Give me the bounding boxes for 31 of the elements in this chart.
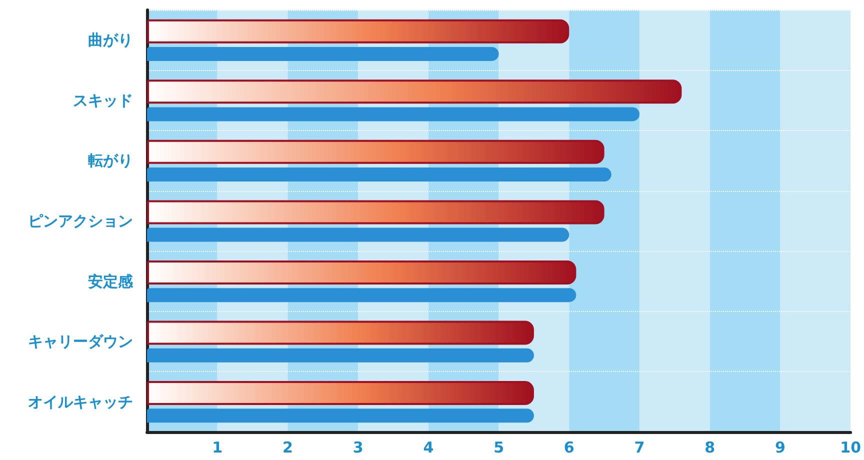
y-tick-label: オイルキャッチ bbox=[28, 392, 133, 411]
bar bbox=[147, 107, 640, 122]
x-tick-label: 4 bbox=[423, 438, 434, 456]
x-tick-label: 3 bbox=[352, 438, 364, 456]
bar bbox=[147, 408, 534, 423]
y-tick-label: キャリーダウン bbox=[28, 332, 133, 351]
y-tick-label: 曲がり bbox=[88, 31, 133, 50]
x-tick-label: 9 bbox=[774, 438, 786, 456]
y-tick-label: 転がり bbox=[88, 152, 133, 170]
y-tick-label: スキッド bbox=[73, 91, 133, 110]
bar bbox=[147, 200, 604, 224]
bar bbox=[147, 228, 570, 242]
x-tick-label: 6 bbox=[564, 438, 574, 456]
x-tick-label: 8 bbox=[704, 438, 716, 456]
x-tick-label: 7 bbox=[634, 438, 645, 456]
bar bbox=[147, 260, 576, 284]
bar bbox=[147, 46, 499, 61]
bar bbox=[147, 381, 534, 406]
x-tick-label: 2 bbox=[282, 438, 293, 456]
y-tick-label: 安定感 bbox=[88, 272, 134, 290]
y-tick-label: ピンアクション bbox=[28, 212, 133, 230]
bar bbox=[147, 320, 534, 345]
bar bbox=[147, 348, 534, 362]
x-tick-label: 1 bbox=[212, 438, 223, 456]
bar bbox=[147, 140, 604, 164]
bar bbox=[147, 80, 682, 104]
bar bbox=[147, 19, 570, 44]
x-tick-label: 10 bbox=[840, 438, 861, 456]
bar bbox=[147, 288, 576, 302]
x-tick-label: 5 bbox=[494, 438, 504, 456]
bar bbox=[147, 168, 612, 182]
